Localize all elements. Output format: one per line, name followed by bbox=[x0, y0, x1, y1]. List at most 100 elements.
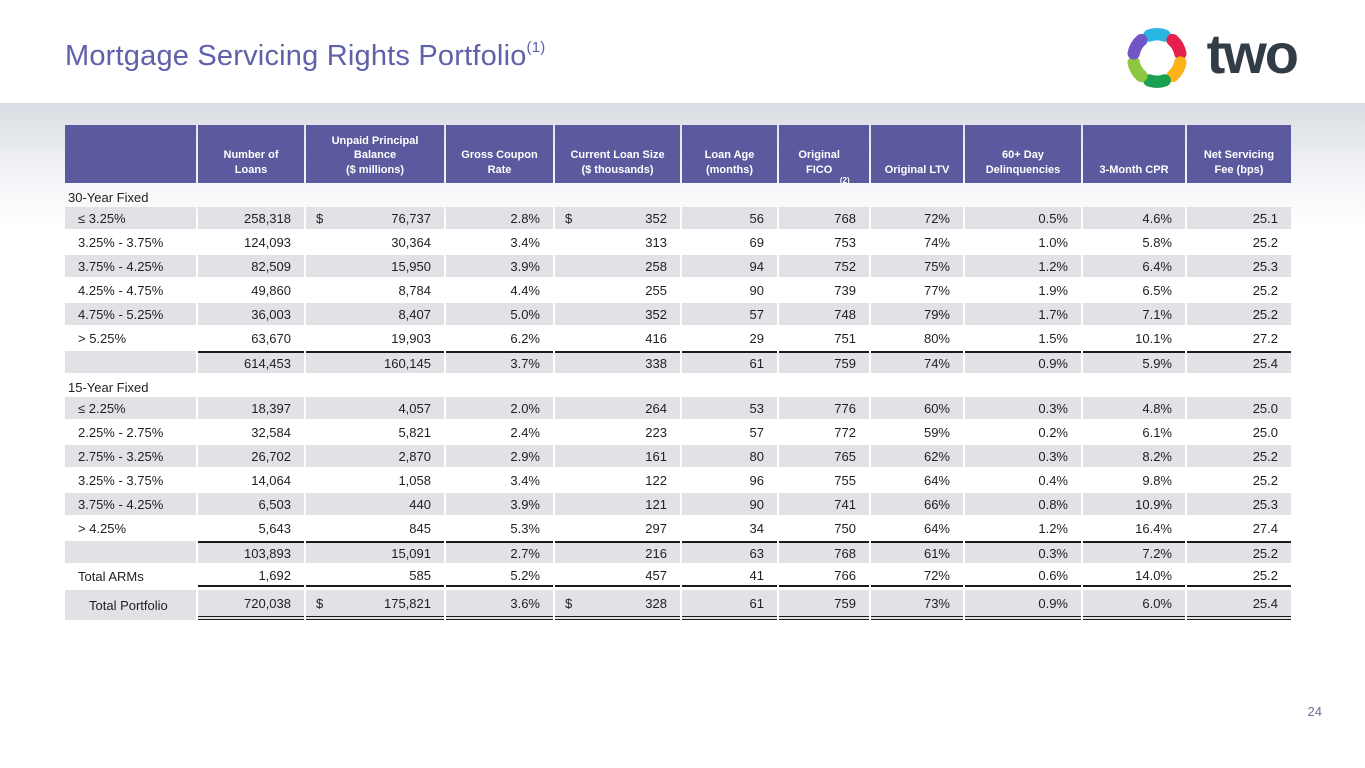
table-cell: 77% bbox=[923, 282, 950, 298]
table-cell: 32,584 bbox=[251, 424, 291, 440]
table-cell: 1.0% bbox=[1038, 234, 1068, 250]
table-cell: 750 bbox=[834, 520, 856, 536]
table-cell: 90 bbox=[749, 282, 764, 298]
table-row: Total Portfolio 720,038 $175,821 3.6% $328 61… bbox=[65, 590, 1291, 620]
table-cell: 768 bbox=[779, 207, 869, 229]
table-cell: 440 bbox=[306, 493, 444, 515]
table-cell: 0.6% bbox=[965, 565, 1081, 587]
logo-star-segment bbox=[1165, 56, 1187, 83]
row-label-cell: 4.75% - 5.25% bbox=[65, 303, 196, 325]
table-cell: 10.9% bbox=[1083, 493, 1185, 515]
table-cell: 60% bbox=[871, 397, 963, 419]
table-cell: 41 bbox=[682, 565, 777, 587]
table-cell: 63,670 bbox=[251, 330, 291, 346]
column-header: Loan Age (months) bbox=[682, 125, 777, 183]
table-cell: 614,453 bbox=[198, 351, 304, 373]
table-cell: $352 bbox=[555, 207, 680, 229]
column-header: 3-Month CPR bbox=[1083, 125, 1185, 183]
section-row: 15-Year Fixed bbox=[65, 375, 1291, 395]
table-cell: 14,064 bbox=[251, 472, 291, 488]
table-cell: 216 bbox=[555, 541, 680, 563]
table-cell: 79% bbox=[871, 303, 963, 325]
table-cell: 338 bbox=[555, 351, 680, 373]
page-title: Mortgage Servicing Rights Portfolio(1) bbox=[65, 39, 545, 73]
table-cell: 255 bbox=[645, 282, 667, 298]
table-cell: 121 bbox=[555, 493, 680, 515]
table-cell: 15,091 bbox=[306, 541, 444, 563]
table-cell: 19,903 bbox=[391, 330, 431, 346]
table-cell: 5.9% bbox=[1083, 351, 1185, 373]
table-cell: 18,397 bbox=[198, 397, 304, 419]
table-header-row: Number of Loans Unpaid Principal Balance … bbox=[65, 125, 1291, 185]
table-cell: 80% bbox=[923, 330, 950, 346]
table-cell: 72% bbox=[871, 207, 963, 229]
table-cell: 124,093 bbox=[244, 234, 291, 250]
table-cell: 36,003 bbox=[198, 303, 304, 325]
table-cell: 5.2% bbox=[446, 565, 553, 587]
company-logo: two bbox=[1119, 18, 1299, 98]
logo-star-segment bbox=[1142, 28, 1171, 42]
row-label-cell: 2.25% - 2.75% bbox=[78, 424, 164, 440]
column-header: 60+ Day Delinquencies bbox=[965, 125, 1081, 183]
table-cell: 2.4% bbox=[510, 424, 540, 440]
column-header: Original FICO (2) bbox=[779, 125, 869, 185]
table-cell: 1.2% bbox=[965, 255, 1081, 277]
table-row: > 5.25% 63,670 19,903 6.2% 416 29 751 80% 1.5% 10… bbox=[65, 327, 1291, 349]
logo-star-segment bbox=[1127, 33, 1148, 60]
table-cell: 2.7% bbox=[446, 541, 553, 563]
table-cell: 264 bbox=[555, 397, 680, 419]
table-cell: 2.0% bbox=[446, 397, 553, 419]
table-cell: 82,509 bbox=[198, 255, 304, 277]
row-label-cell: > 4.25% bbox=[78, 520, 127, 536]
row-label-cell: 4.25% - 4.75% bbox=[78, 282, 164, 298]
table-cell: 258,318 bbox=[198, 207, 304, 229]
table-cell: 25.4 bbox=[1187, 351, 1291, 373]
table-cell: 0.5% bbox=[965, 207, 1081, 229]
row-label-cell: 3.75% - 4.25% bbox=[65, 493, 196, 515]
table-cell: 752 bbox=[779, 255, 869, 277]
table-cell: 5,643 bbox=[258, 520, 291, 536]
page-title-text: Mortgage Servicing Rights Portfolio bbox=[65, 40, 527, 72]
table-cell: 16.4% bbox=[1135, 520, 1172, 536]
table-cell: 25.0 bbox=[1187, 397, 1291, 419]
table-cell: 223 bbox=[645, 424, 667, 440]
table-cell: 69 bbox=[749, 234, 764, 250]
table-cell: 4.8% bbox=[1083, 397, 1185, 419]
table-cell: 4,057 bbox=[306, 397, 444, 419]
column-header: Gross Coupon Rate bbox=[446, 125, 553, 183]
table-cell: 352 bbox=[555, 303, 680, 325]
table-cell: 258 bbox=[555, 255, 680, 277]
row-label-cell bbox=[65, 541, 196, 563]
row-label-cell: 3.75% - 4.25% bbox=[65, 255, 196, 277]
table-cell: 7.2% bbox=[1083, 541, 1185, 563]
table-cell: 64% bbox=[923, 472, 950, 488]
table-cell: 62% bbox=[871, 445, 963, 467]
table-cell: $328 bbox=[555, 590, 680, 620]
table-row: 2.75% - 3.25% 26,702 2,870 2.9% 161 80 765 62% 0… bbox=[65, 445, 1291, 467]
table-cell: 15,950 bbox=[306, 255, 444, 277]
table-cell: 1.5% bbox=[1038, 330, 1068, 346]
table-cell: 59% bbox=[923, 424, 950, 440]
table-cell: 96 bbox=[749, 472, 764, 488]
logo-wordmark: two bbox=[1206, 22, 1299, 85]
table-cell: 3.7% bbox=[446, 351, 553, 373]
column-header bbox=[65, 125, 196, 183]
section-label: 15-Year Fixed bbox=[68, 380, 149, 395]
table-cell: 25.4 bbox=[1187, 590, 1291, 620]
table-row: 3.25% - 3.75% 14,064 1,058 3.4% 122 96 755 64% 0… bbox=[65, 469, 1291, 491]
table-cell: 6.0% bbox=[1083, 590, 1185, 620]
table-cell: 2.8% bbox=[446, 207, 553, 229]
table-cell: 765 bbox=[779, 445, 869, 467]
table-cell: 297 bbox=[645, 520, 667, 536]
table-row: ≤ 3.25% 258,318 $76,737 2.8% $352 56 768 72% 0.5… bbox=[65, 207, 1291, 229]
table-cell: 755 bbox=[834, 472, 856, 488]
table-cell: 0.9% bbox=[965, 351, 1081, 373]
table-cell: 0.3% bbox=[965, 397, 1081, 419]
table-cell: 161 bbox=[555, 445, 680, 467]
logo-star-segment bbox=[1142, 74, 1171, 88]
table-cell: 25.3 bbox=[1187, 255, 1291, 277]
table-row: 3.75% - 4.25% 82,509 15,950 3.9% 258 94 752 75%… bbox=[65, 255, 1291, 277]
table-cell: 6.2% bbox=[510, 330, 540, 346]
table-cell: 759 bbox=[779, 590, 869, 620]
table-cell: 74% bbox=[923, 234, 950, 250]
